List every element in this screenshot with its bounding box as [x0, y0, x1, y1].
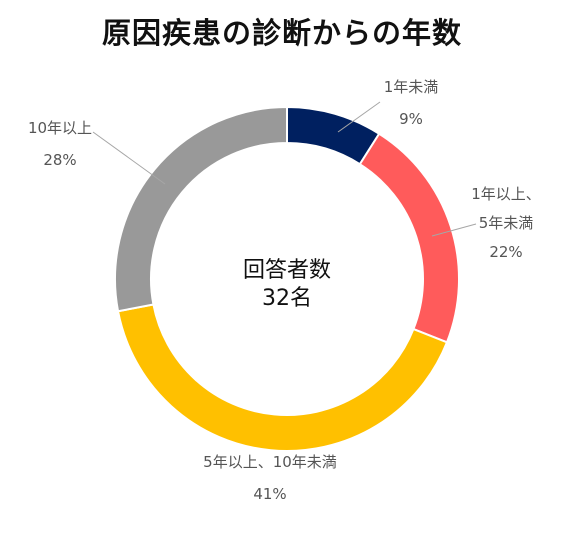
leader-line: [92, 131, 166, 185]
donut-slice: [114, 105, 288, 313]
center-label-count: 32名: [262, 286, 312, 311]
slice-category-label: 1年未満: [384, 78, 439, 96]
slice-value-label: 22%: [489, 243, 522, 261]
chart-title: 原因疾患の診断からの年数: [101, 16, 462, 50]
donut-slice: [116, 303, 449, 452]
slice-value-label: 9%: [399, 110, 423, 128]
leader-line: [337, 101, 381, 133]
slice-category-label: 5年未満: [479, 214, 534, 232]
slice-value-label: 41%: [253, 485, 286, 503]
slice-value-label: 28%: [43, 151, 76, 169]
center-label-respondents: 回答者数: [243, 258, 331, 283]
slice-category-label: 5年以上、10年未満: [203, 453, 337, 471]
slice-category-label: 1年以上、: [471, 185, 541, 203]
slice-category-label: 10年以上: [28, 119, 92, 137]
leader-line: [431, 223, 477, 237]
donut-slice: [358, 132, 460, 344]
